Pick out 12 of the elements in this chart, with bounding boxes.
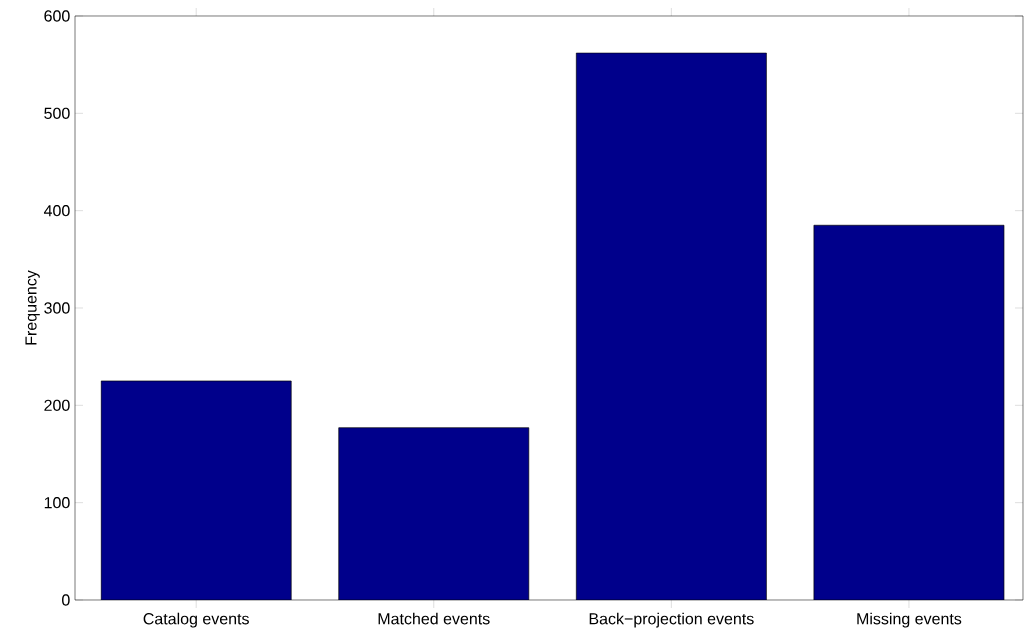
- x-tick-label: Missing events: [857, 612, 962, 628]
- y-tick-label: 100: [44, 497, 70, 509]
- y-axis-title: Frequency: [25, 270, 40, 345]
- x-tick-label: Matched events: [378, 612, 490, 625]
- y-tick-label: 0: [62, 594, 70, 606]
- y-tick-label: 200: [44, 399, 70, 411]
- y-tick-label: 500: [44, 107, 70, 119]
- x-tick-label: Back−projection events: [589, 612, 754, 628]
- x-tick-label: Catalog events: [143, 612, 249, 628]
- y-tick-label: 400: [43, 205, 70, 217]
- y-tick-label: 600: [44, 10, 70, 22]
- y-tick-label: 300: [44, 302, 70, 314]
